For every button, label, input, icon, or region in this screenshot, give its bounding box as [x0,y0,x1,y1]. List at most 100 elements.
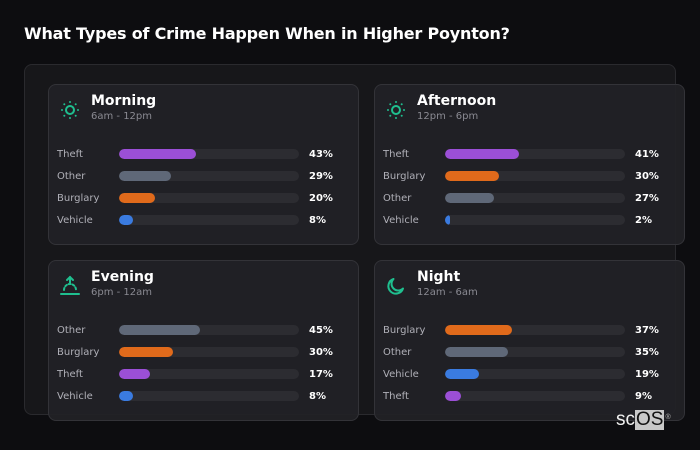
bar-track [445,391,625,401]
card-night: Night 12am - 6am Burglary 37% Other 35% Vehi… [374,260,685,421]
bar-fill [119,325,200,335]
bar-label: Vehicle [383,368,419,380]
bar-track [119,369,299,379]
bar-fill [119,193,155,203]
bar-label: Other [57,170,86,182]
bar-track [445,193,625,203]
bar-value: 41% [635,148,659,160]
bar-row-other: Other 45% [57,319,350,341]
card-title: Night [417,269,461,285]
bar-track [119,149,299,159]
bar-row-burglary: Burglary 20% [57,187,350,209]
bar-list: Theft 41% Burglary 30% Other 27% Vehicle 2% [383,143,676,231]
bar-value: 43% [309,148,333,160]
sunset-icon [59,275,83,299]
card-title: Evening [91,269,154,285]
bar-value: 9% [635,390,652,402]
bar-label: Vehicle [383,214,419,226]
bar-row-vehicle: Vehicle 19% [383,363,676,385]
bar-track [445,325,625,335]
bar-fill [119,149,197,159]
bar-row-vehicle: Vehicle 8% [57,209,350,231]
bar-row-other: Other 27% [383,187,676,209]
bar-fill [445,193,494,203]
card-afternoon: Afternoon 12pm - 6pm Theft 41% Burglary 30%… [374,84,685,245]
page-title: What Types of Crime Happen When in Highe… [24,24,510,43]
card-time-range: 12am - 6am [417,287,478,298]
bar-value: 30% [309,346,333,358]
bar-fill [445,215,451,225]
moon-icon [385,275,409,299]
bar-track [445,215,625,225]
registered-mark: ® [665,414,671,421]
bar-value: 19% [635,368,659,380]
bar-value: 30% [635,170,659,182]
bar-row-theft: Theft 41% [383,143,676,165]
bar-fill [119,215,134,225]
bar-row-burglary: Burglary 30% [57,341,350,363]
bar-track [445,369,625,379]
card-time-range: 12pm - 6pm [417,111,479,122]
card-title: Morning [91,93,157,109]
bar-fill [445,347,508,357]
bar-row-theft: Theft 43% [57,143,350,165]
bar-row-other: Other 29% [57,165,350,187]
bar-value: 27% [635,192,659,204]
bar-label: Other [57,324,86,336]
bar-list: Other 45% Burglary 30% Theft 17% Vehicle 8% [57,319,350,407]
bar-list: Burglary 37% Other 35% Vehicle 19% Theft 9% [383,319,676,407]
bar-track [119,325,299,335]
bar-track [119,391,299,401]
bar-value: 8% [309,214,326,226]
bar-track [445,347,625,357]
bar-label: Other [383,192,412,204]
bar-label: Theft [383,390,409,402]
bar-track [119,171,299,181]
bar-label: Vehicle [57,390,93,402]
bar-label: Theft [57,148,83,160]
bar-fill [445,149,519,159]
bar-fill [119,347,173,357]
card-time-range: 6pm - 12am [91,287,153,298]
bar-track [445,149,625,159]
sun-icon [59,99,83,123]
bar-label: Theft [383,148,409,160]
bar-track [119,347,299,357]
bar-fill [119,369,150,379]
scos-logo: sc OS ® [616,410,671,430]
card-title: Afternoon [417,93,497,109]
bar-fill [445,325,512,335]
bar-row-other: Other 35% [383,341,676,363]
bar-value: 45% [309,324,333,336]
bar-value: 20% [309,192,333,204]
bar-label: Theft [57,368,83,380]
bar-value: 37% [635,324,659,336]
bar-fill [119,391,134,401]
bar-label: Vehicle [57,214,93,226]
bar-value: 8% [309,390,326,402]
bar-value: 29% [309,170,333,182]
bar-track [445,171,625,181]
bar-value: 35% [635,346,659,358]
logo-text-sc: sc [616,409,635,430]
bar-row-theft: Theft 17% [57,363,350,385]
bar-list: Theft 43% Other 29% Burglary 20% Vehicle 8% [57,143,350,231]
bar-row-vehicle: Vehicle 2% [383,209,676,231]
bar-label: Other [383,346,412,358]
card-time-range: 6am - 12pm [91,111,153,122]
sun-icon [385,99,409,123]
bar-fill [445,369,480,379]
bar-label: Burglary [57,192,100,204]
bar-fill [445,171,499,181]
bar-track [119,215,299,225]
bar-track [119,193,299,203]
bar-value: 17% [309,368,333,380]
card-morning: Morning 6am - 12pm Theft 43% Other 29% Burgl… [48,84,359,245]
bar-fill [445,391,462,401]
bar-value: 2% [635,214,652,226]
bar-label: Burglary [383,324,426,336]
card-evening: Evening 6pm - 12am Other 45% Burglary 30% Th… [48,260,359,421]
bar-row-burglary: Burglary 37% [383,319,676,341]
bar-row-vehicle: Vehicle 8% [57,385,350,407]
bar-label: Burglary [57,346,100,358]
